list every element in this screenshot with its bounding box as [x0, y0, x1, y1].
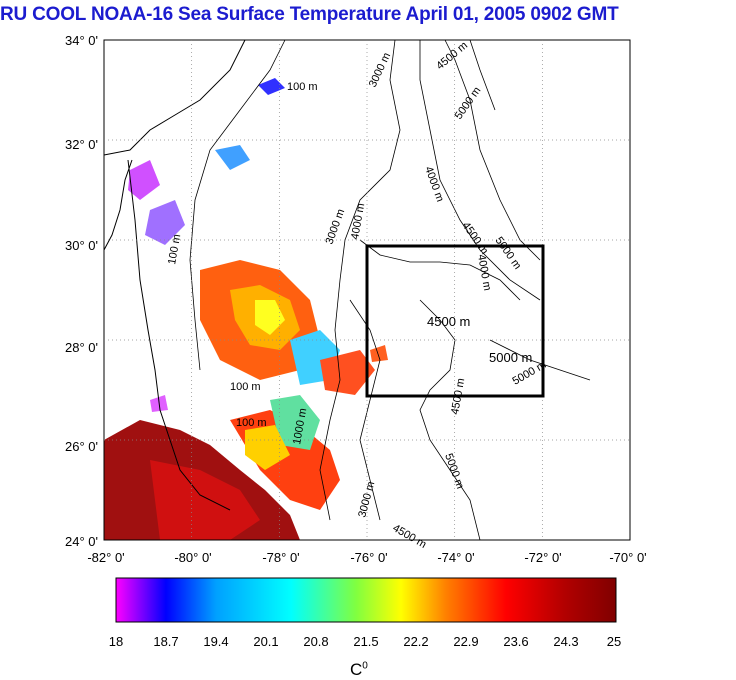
lon-label: -70° 0' [609, 550, 646, 565]
lon-label: -82° 0' [87, 550, 124, 565]
contour-label: 5000 m [453, 85, 484, 122]
contour-label: 100 m [287, 81, 318, 93]
colorbar-tick: 22.2 [403, 634, 428, 649]
colorbar-tick: 22.9 [453, 634, 478, 649]
contour-label: 4500 m [391, 522, 429, 551]
colorbar-tick: 18 [109, 634, 123, 649]
lat-label: 24° 0' [65, 534, 98, 549]
chart-title: RU COOL NOAA-16 Sea Surface Temperature … [0, 4, 619, 25]
contour-label: 4500 m [434, 40, 470, 73]
contour-label: 100 m [236, 417, 267, 429]
contour-label: 4000 m [475, 253, 493, 291]
contour-label: 100 m [230, 381, 261, 393]
contour-label: 5000 m [489, 350, 532, 365]
colorbar-unit-text: C [350, 660, 363, 679]
colorbar-tick: 18.7 [153, 634, 178, 649]
colorbar-tick: 25 [607, 634, 621, 649]
lon-axis: -82° 0' -80° 0' -78° 0' -76° 0' -74° 0' … [87, 550, 646, 565]
lon-label: -76° 0' [350, 550, 387, 565]
contour-label: 100 m [166, 233, 183, 265]
colorbar [115, 577, 617, 623]
study-box [365, 244, 545, 398]
colorbar-unit-sup: 0 [362, 660, 368, 672]
colorbar-tick: 20.8 [303, 634, 328, 649]
contour-label: 3000 m [367, 51, 393, 89]
lon-label: -80° 0' [174, 550, 211, 565]
lon-label: -74° 0' [437, 550, 474, 565]
colorbar-ticks: 18 18.7 19.4 20.1 20.8 21.5 22.2 22.9 23… [109, 634, 621, 649]
coastline [103, 39, 246, 511]
grid-lines [104, 40, 630, 540]
colorbar-tick: 24.3 [553, 634, 578, 649]
contour-label: 5000 m [442, 452, 466, 491]
contour-label: 5000 m [493, 235, 524, 272]
colorbar-tick: 23.6 [503, 634, 528, 649]
colorbar-tick: 20.1 [253, 634, 278, 649]
lat-label: 26° 0' [65, 439, 98, 454]
contour-label: 4500 m [460, 220, 491, 257]
lat-axis: 34° 0' 32° 0' 30° 0' 28° 0' 26° 0' 24° 0… [65, 33, 98, 549]
colorbar-tick: 19.4 [203, 634, 228, 649]
contour-label: 3000 m [356, 480, 377, 519]
contour-label: 4500 m [427, 314, 470, 329]
lat-label: 30° 0' [65, 238, 98, 253]
lat-label: 28° 0' [65, 340, 98, 355]
colorbar-unit: C0 [350, 660, 368, 680]
lat-label: 34° 0' [65, 33, 98, 48]
lat-label: 32° 0' [65, 137, 98, 152]
contour-label: 4000 m [349, 202, 367, 240]
lon-label: -78° 0' [262, 550, 299, 565]
contour-label: 3000 m [324, 207, 348, 246]
lon-label: -72° 0' [524, 550, 561, 565]
sst-imagery [104, 78, 388, 540]
colorbar-tick: 21.5 [353, 634, 378, 649]
